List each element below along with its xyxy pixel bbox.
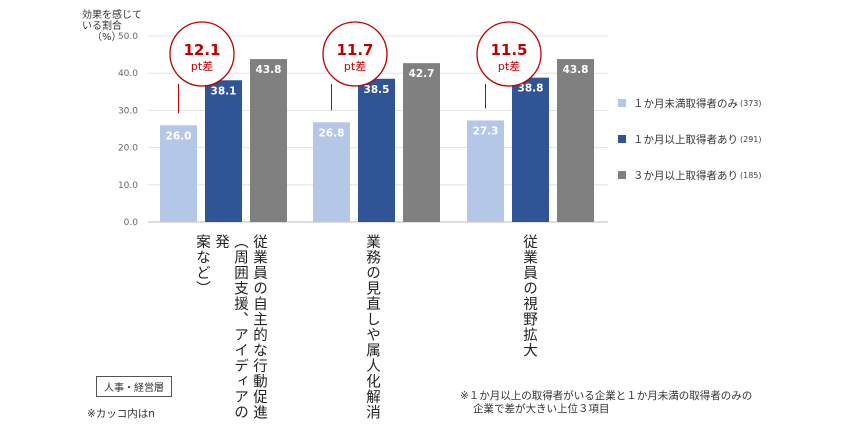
category-label-perspective: 従業員の視野拡大 bbox=[521, 234, 537, 358]
legend-label-over-3-months: ３か月以上取得者あり bbox=[633, 169, 738, 182]
legend-swatch-over-3-months bbox=[618, 171, 626, 179]
difference-value: 11.7 bbox=[336, 41, 373, 59]
bar-value-label: 26.8 bbox=[319, 127, 345, 139]
y-tick-label: 10.0 bbox=[118, 181, 138, 191]
legend-label-under-1-month: １か月未満取得者のみ bbox=[633, 97, 738, 110]
count-note: ※カッコ内はn bbox=[87, 408, 155, 420]
difference-circle bbox=[169, 21, 235, 87]
bar-value-label: 42.7 bbox=[409, 68, 435, 80]
category-label-autonomous-action: 従業員の自主的な行動促進 （周囲支援、アイディアの発 案など） bbox=[194, 234, 267, 420]
respondent-badge: 人事・経営層 bbox=[96, 376, 172, 397]
footnote-line-2: 企業で差が大きい上位３項目 bbox=[473, 403, 610, 415]
bar-value-label: 38.5 bbox=[364, 84, 390, 96]
legend-swatch-under-1-month bbox=[618, 99, 626, 107]
bar-value-label: 26.0 bbox=[166, 130, 192, 142]
footnote: ※１か月以上の取得者がいる企業と１か月未満の取得者のみの 企業で差が大きい上位３… bbox=[460, 390, 752, 416]
legend: １か月未満取得者のみ (373) １か月以上取得者あり (291) ３か月以上取… bbox=[618, 96, 762, 204]
y-tick-label: 40.0 bbox=[118, 69, 138, 79]
bar bbox=[557, 59, 594, 223]
footnote-line-1: ※１か月以上の取得者がいる企業と１か月未満の取得者のみの bbox=[460, 390, 753, 402]
bar bbox=[403, 63, 440, 222]
bar-value-label: 43.8 bbox=[256, 64, 282, 76]
bar-value-label: 38.8 bbox=[518, 83, 544, 95]
legend-item-under-1-month: １か月未満取得者のみ (373) bbox=[618, 96, 762, 110]
legend-count-over-3-months: (185) bbox=[740, 170, 762, 180]
y-tick-label: 50.0 bbox=[118, 32, 138, 42]
bar-value-label: 27.3 bbox=[473, 125, 499, 137]
y-axis-unit: （%） bbox=[92, 32, 122, 43]
difference-circle bbox=[322, 21, 388, 87]
y-tick-label: 20.0 bbox=[118, 144, 138, 154]
bar bbox=[160, 125, 197, 222]
bar bbox=[250, 59, 287, 223]
difference-unit: pt差 bbox=[344, 59, 366, 73]
bar-value-label: 38.1 bbox=[211, 85, 237, 97]
difference-value: 12.1 bbox=[183, 41, 220, 59]
bar bbox=[358, 78, 395, 222]
legend-item-over-3-months: ３か月以上取得者あり (185) bbox=[618, 168, 762, 182]
bar bbox=[512, 77, 549, 222]
difference-unit: pt差 bbox=[498, 59, 520, 73]
legend-item-over-1-month: １か月以上取得者あり (291) bbox=[618, 132, 762, 146]
legend-swatch-over-1-month bbox=[618, 135, 626, 143]
bar bbox=[313, 122, 350, 222]
y-axis-title-line-1: 効果を感じて bbox=[82, 10, 142, 21]
y-tick-label: 0.0 bbox=[124, 218, 139, 228]
y-axis-title-line-2: いる割合 bbox=[82, 21, 122, 32]
difference-unit: pt差 bbox=[191, 59, 213, 73]
legend-count-under-1-month: (373) bbox=[740, 98, 762, 108]
y-tick-label: 30.0 bbox=[118, 106, 138, 116]
legend-label-over-1-month: １か月以上取得者あり bbox=[633, 133, 738, 146]
legend-count-over-1-month: (291) bbox=[740, 134, 762, 144]
bar bbox=[467, 120, 504, 222]
difference-value: 11.5 bbox=[490, 41, 527, 59]
category-label-work-review: 業務の見直しや属人化解消 bbox=[364, 234, 380, 420]
y-axis-title: 効果を感じて いる割合 （%） bbox=[82, 10, 142, 43]
bar bbox=[205, 80, 242, 222]
bar-value-label: 43.8 bbox=[563, 64, 589, 76]
difference-circle bbox=[476, 21, 542, 87]
